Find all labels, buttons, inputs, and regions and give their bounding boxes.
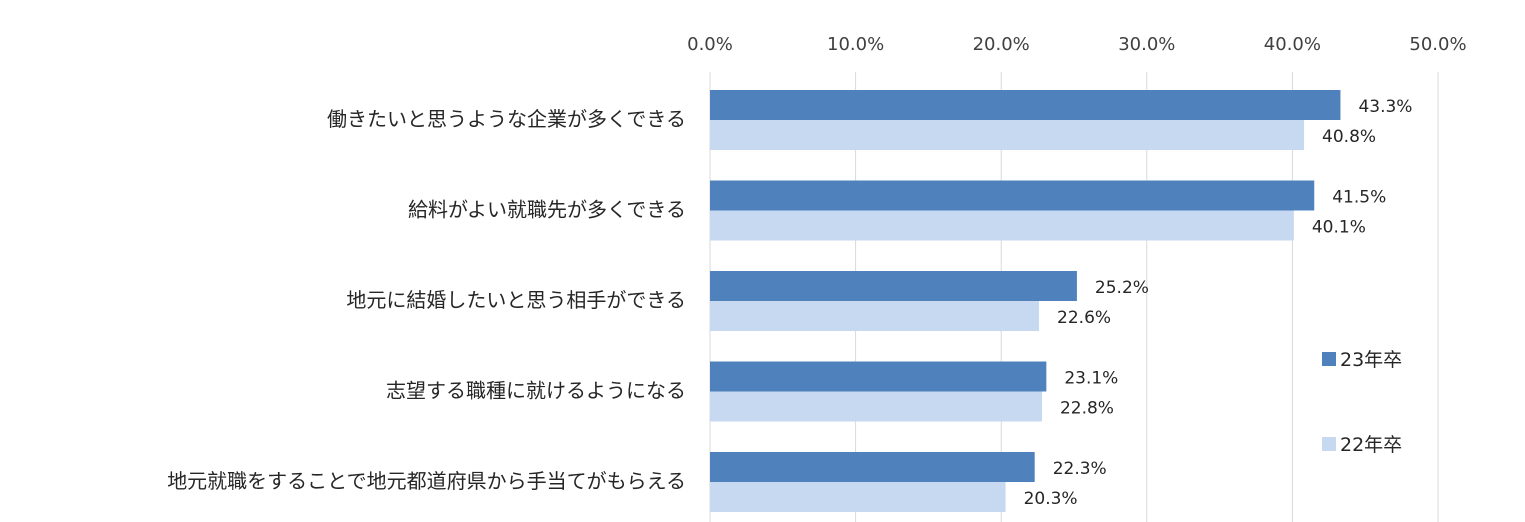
- bar-series-2: [710, 391, 1042, 422]
- category-label: 志望する職種に就けるようになる: [386, 379, 686, 403]
- data-label: 22.6%: [1057, 308, 1111, 328]
- bar-series-2: [710, 210, 1294, 241]
- legend: 23年卒 22年卒: [1322, 349, 1402, 456]
- category-labels: 働きたいと思うような企業が多くできる給料がよい就職先が多くできる地元に結婚したい…: [167, 107, 686, 493]
- legend-swatch: [1322, 437, 1336, 451]
- bars: [710, 90, 1341, 512]
- x-tick-label: 10.0%: [827, 34, 884, 55]
- legend-label: 23年卒: [1340, 349, 1402, 371]
- x-tick-label: 40.0%: [1264, 34, 1321, 55]
- category-label: 地元就職をすることで地元都道府県から手当てがもらえる: [167, 469, 686, 493]
- x-tick-label: 50.0%: [1409, 34, 1466, 55]
- data-label: 40.8%: [1322, 127, 1376, 147]
- data-label: 22.8%: [1060, 399, 1114, 419]
- x-axis-ticks: 0.0% 10.0% 20.0% 30.0% 40.0% 50.0%: [687, 34, 1466, 55]
- data-label: 20.3%: [1024, 489, 1078, 509]
- x-tick-label: 0.0%: [687, 34, 733, 55]
- category-label: 地元に結婚したいと思う相手ができる: [346, 288, 686, 312]
- bar-series-1: [710, 180, 1315, 211]
- data-label: 22.3%: [1053, 459, 1107, 479]
- bar-series-1: [710, 361, 1047, 392]
- bar-series-1: [710, 90, 1341, 120]
- bar-series-1: [710, 271, 1077, 301]
- category-label: 給料がよい就職先が多くできる: [408, 198, 686, 222]
- data-label: 23.1%: [1064, 369, 1118, 389]
- bar-series-1: [710, 452, 1035, 482]
- legend-swatch: [1322, 352, 1336, 366]
- data-label: 43.3%: [1358, 97, 1412, 117]
- data-label: 25.2%: [1095, 278, 1149, 298]
- category-label: 働きたいと思うような企業が多くできる: [327, 107, 686, 131]
- data-label: 41.5%: [1332, 188, 1386, 208]
- bar-series-2: [710, 482, 1006, 512]
- bar-series-2: [710, 301, 1040, 331]
- data-label: 40.1%: [1312, 218, 1366, 238]
- x-tick-label: 30.0%: [1118, 34, 1175, 55]
- data-labels: 43.3% 40.8% 41.5% 40.1% 25.2% 22.6% 23.1% 22.8%…: [1024, 97, 1413, 509]
- bar-series-2: [710, 120, 1305, 150]
- x-tick-label: 20.0%: [973, 34, 1030, 55]
- legend-label: 22年卒: [1340, 434, 1402, 456]
